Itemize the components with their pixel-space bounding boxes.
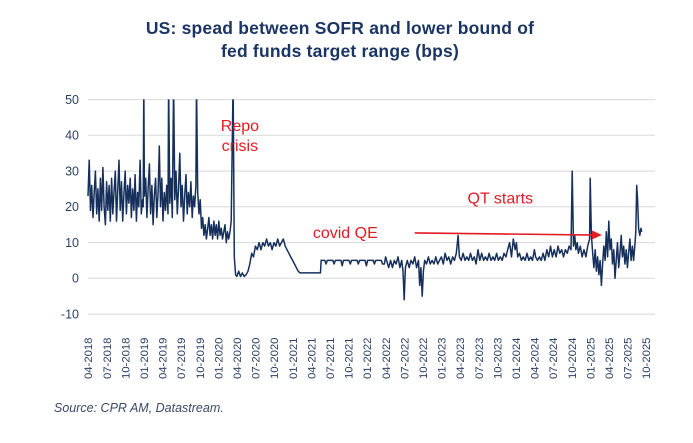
- annotation-qt-starts: QT starts: [468, 190, 534, 207]
- annotation-repo-crisis-line1: Repo: [221, 118, 259, 135]
- y-tick-label: 50: [65, 93, 79, 107]
- x-tick-label: 04-2025: [604, 338, 616, 379]
- x-tick-label: 07-2024: [548, 338, 560, 379]
- x-tick-label: 07-2023: [474, 338, 486, 379]
- x-tick-label: 10-2021: [344, 338, 356, 379]
- sofr-spread-line: [87, 99, 643, 301]
- chart-title-line1: US: spead between SOFR and lower bound o…: [145, 18, 535, 38]
- annotation-repo-crisis: Repo crisis: [221, 118, 259, 155]
- annotation-repo-crisis-line2: crisis: [222, 138, 258, 155]
- x-tick-label: 10-2023: [492, 338, 504, 379]
- x-tick-label: 04-2023: [455, 338, 467, 379]
- x-tick-label: 04-2018: [83, 338, 95, 379]
- chart-title-line2: fed funds target range (bps): [221, 41, 459, 61]
- x-tick-label: 01-2025: [585, 338, 597, 379]
- x-tick-label: 10-2025: [641, 338, 653, 379]
- x-tick-label: 04-2020: [232, 338, 244, 379]
- x-tick-label: 07-2021: [325, 338, 337, 379]
- x-tick-label: 04-2019: [158, 338, 170, 379]
- x-tick-label: 07-2020: [251, 338, 263, 379]
- x-tick-label: 10-2022: [418, 338, 430, 379]
- annotation-qt-starts-line1: QT starts: [468, 190, 534, 207]
- x-tick-label: 10-2024: [567, 338, 579, 379]
- annotation-covid-qe: covid QE: [313, 225, 378, 242]
- annotation-arrow-line: [414, 232, 595, 236]
- source-note: Source: CPR AM, Datastream.: [54, 401, 224, 415]
- chart-title: US: spead between SOFR and lower bound o…: [0, 17, 680, 63]
- x-tick-label: 07-2022: [399, 338, 411, 379]
- x-tick-label: 10-2020: [269, 338, 281, 379]
- x-tick-label: 01-2024: [511, 338, 523, 379]
- x-tick-label: 01-2020: [213, 338, 225, 379]
- x-tick-label: 04-2024: [530, 338, 542, 379]
- y-tick-label: -10: [61, 307, 79, 321]
- x-tick-label: 10-2018: [120, 338, 132, 379]
- x-tick-label: 04-2022: [381, 338, 393, 379]
- x-tick-label: 01-2023: [437, 338, 449, 379]
- x-tick-label: 07-2018: [102, 338, 114, 379]
- x-tick-label: 01-2022: [362, 338, 374, 379]
- x-tick-label: 01-2021: [288, 338, 300, 379]
- x-tick-label: 07-2025: [623, 338, 635, 379]
- y-tick-label: 20: [65, 200, 79, 214]
- y-tick-label: 40: [65, 129, 79, 143]
- y-tick-label: 0: [72, 272, 79, 286]
- x-tick-label: 04-2021: [306, 338, 318, 379]
- x-tick-label: 07-2019: [176, 338, 188, 379]
- y-tick-label: 30: [65, 164, 79, 178]
- annotation-arrowhead-icon: [591, 230, 602, 240]
- annotation-covid-qe-line1: covid QE: [313, 225, 378, 242]
- x-tick-label: 10-2019: [195, 338, 207, 379]
- y-tick-label: 10: [65, 236, 79, 250]
- x-tick-label: 01-2019: [139, 338, 151, 379]
